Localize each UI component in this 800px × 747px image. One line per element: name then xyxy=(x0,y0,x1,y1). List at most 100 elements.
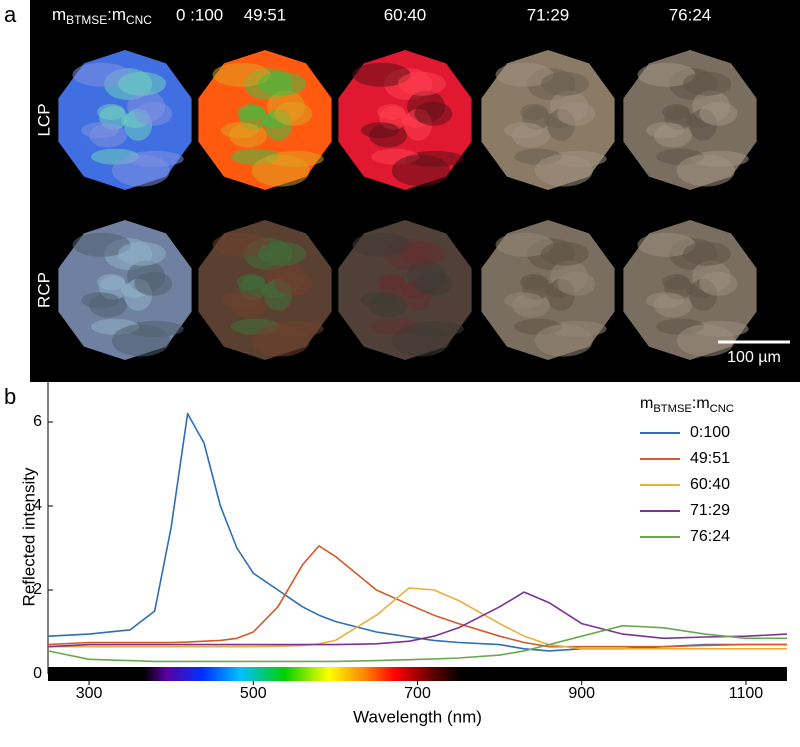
texture xyxy=(414,271,453,296)
texture xyxy=(495,232,554,257)
texture xyxy=(81,292,120,309)
line-series xyxy=(47,624,787,663)
texture xyxy=(699,271,738,296)
texture xyxy=(557,271,596,296)
texture xyxy=(662,273,691,290)
legend-label: 0:100 xyxy=(690,424,730,441)
texture xyxy=(212,232,271,257)
texture xyxy=(520,273,549,290)
text-part: CNC xyxy=(126,13,152,27)
texture xyxy=(682,241,731,266)
ratio-label: mBTMSE:mCNC xyxy=(52,5,152,27)
texture xyxy=(540,241,589,266)
texture xyxy=(97,103,126,120)
texture xyxy=(111,324,170,357)
line-series xyxy=(47,591,788,648)
texture xyxy=(117,241,166,266)
texture xyxy=(377,103,406,120)
texture xyxy=(676,154,735,187)
x-tick-label: 900 xyxy=(568,685,595,702)
texture xyxy=(646,122,685,139)
texture xyxy=(117,71,166,96)
column-label: 76:24 xyxy=(669,5,712,24)
texture xyxy=(646,292,685,309)
texture xyxy=(504,122,543,139)
text-part: BTMSE xyxy=(66,13,107,27)
texture xyxy=(504,292,543,309)
text-part: m xyxy=(52,5,66,24)
texture xyxy=(212,62,271,87)
line-series xyxy=(47,412,787,652)
texture xyxy=(397,71,446,96)
texture xyxy=(251,154,310,187)
texture xyxy=(134,101,173,126)
texture xyxy=(352,232,411,257)
line-series xyxy=(48,587,787,650)
texture xyxy=(257,241,306,266)
texture xyxy=(221,292,260,309)
texture xyxy=(662,103,691,120)
panel-label: a xyxy=(4,2,17,27)
texture xyxy=(637,62,696,87)
texture xyxy=(682,71,731,96)
texture xyxy=(72,62,131,87)
x-axis-label: Wavelength (nm) xyxy=(353,707,482,726)
texture xyxy=(134,271,173,296)
text-part: m xyxy=(640,395,653,412)
line-series xyxy=(47,545,787,648)
texture xyxy=(352,62,411,87)
texture xyxy=(237,273,266,290)
legend-label: 76:24 xyxy=(690,528,730,545)
texture xyxy=(540,71,589,96)
texture xyxy=(534,154,593,187)
texture xyxy=(361,292,400,309)
texture xyxy=(111,154,170,187)
texture xyxy=(391,324,450,357)
row-label: LCP xyxy=(34,103,53,136)
texture xyxy=(520,103,549,120)
texture xyxy=(237,103,266,120)
y-tick-label: 4 xyxy=(33,497,42,514)
column-label: 71:29 xyxy=(527,5,570,24)
legend-title: mBTMSE:mCNC xyxy=(640,395,734,415)
texture xyxy=(72,232,131,257)
text-part: BTMSE xyxy=(653,403,692,415)
texture xyxy=(274,101,313,126)
texture xyxy=(391,154,450,187)
texture xyxy=(534,324,593,357)
text-part: :m xyxy=(107,5,126,24)
column-label: 60:40 xyxy=(384,5,427,24)
column-label: 0 :100 xyxy=(176,5,223,24)
texture xyxy=(377,273,406,290)
texture xyxy=(699,101,738,126)
y-tick-label: 0 xyxy=(33,665,42,682)
spectrum-bar xyxy=(48,667,787,681)
texture xyxy=(637,232,696,257)
panel-label: b xyxy=(4,384,16,409)
y-tick-label: 6 xyxy=(33,413,42,430)
texture xyxy=(414,101,453,126)
texture xyxy=(257,71,306,96)
x-tick-label: 500 xyxy=(240,685,267,702)
column-label: 49:51 xyxy=(244,5,287,24)
legend-label: 71:29 xyxy=(690,502,730,519)
x-tick-label: 1100 xyxy=(729,685,764,702)
y-axis-label: Reflected intensity xyxy=(19,467,38,606)
texture xyxy=(274,271,313,296)
texture xyxy=(251,324,310,357)
texture xyxy=(361,122,400,139)
text-part: :m xyxy=(692,395,710,412)
text-part: CNC xyxy=(710,403,734,415)
texture xyxy=(221,122,260,139)
x-tick-label: 700 xyxy=(404,685,431,702)
x-tick-label: 300 xyxy=(76,685,103,702)
texture xyxy=(81,122,120,139)
texture xyxy=(676,324,735,357)
legend-label: 49:51 xyxy=(690,450,730,467)
row-label: RCP xyxy=(34,272,53,308)
texture xyxy=(495,62,554,87)
texture xyxy=(557,101,596,126)
texture xyxy=(397,241,446,266)
scale-bar-label: 100 µm xyxy=(727,349,781,366)
